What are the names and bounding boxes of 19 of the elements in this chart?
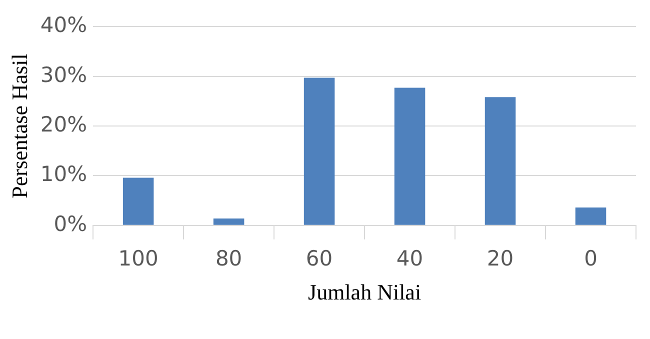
bar [213,218,244,225]
y-tick-label: 40% [40,13,88,38]
y-tick-label: 20% [40,112,88,136]
x-axis-title: Jumlah Nilai [308,280,422,305]
y-tick-label: 10% [40,162,88,186]
x-tick-label: 100 [118,246,158,270]
x-tick-label: 20 [486,246,514,270]
bar [394,88,426,225]
bar [484,97,516,225]
y-tick-label: 0% [54,212,88,236]
x-tick-label: 40 [396,246,424,270]
y-tick-label: 30% [40,62,88,87]
x-tick-label: 0 [584,246,598,270]
bar [304,78,335,225]
x-tick-label: 80 [215,246,242,270]
x-tick-label: 60 [306,246,333,270]
bar [122,178,154,225]
y-axis-title: Persentase Hasil [6,54,32,198]
bar [575,208,606,225]
